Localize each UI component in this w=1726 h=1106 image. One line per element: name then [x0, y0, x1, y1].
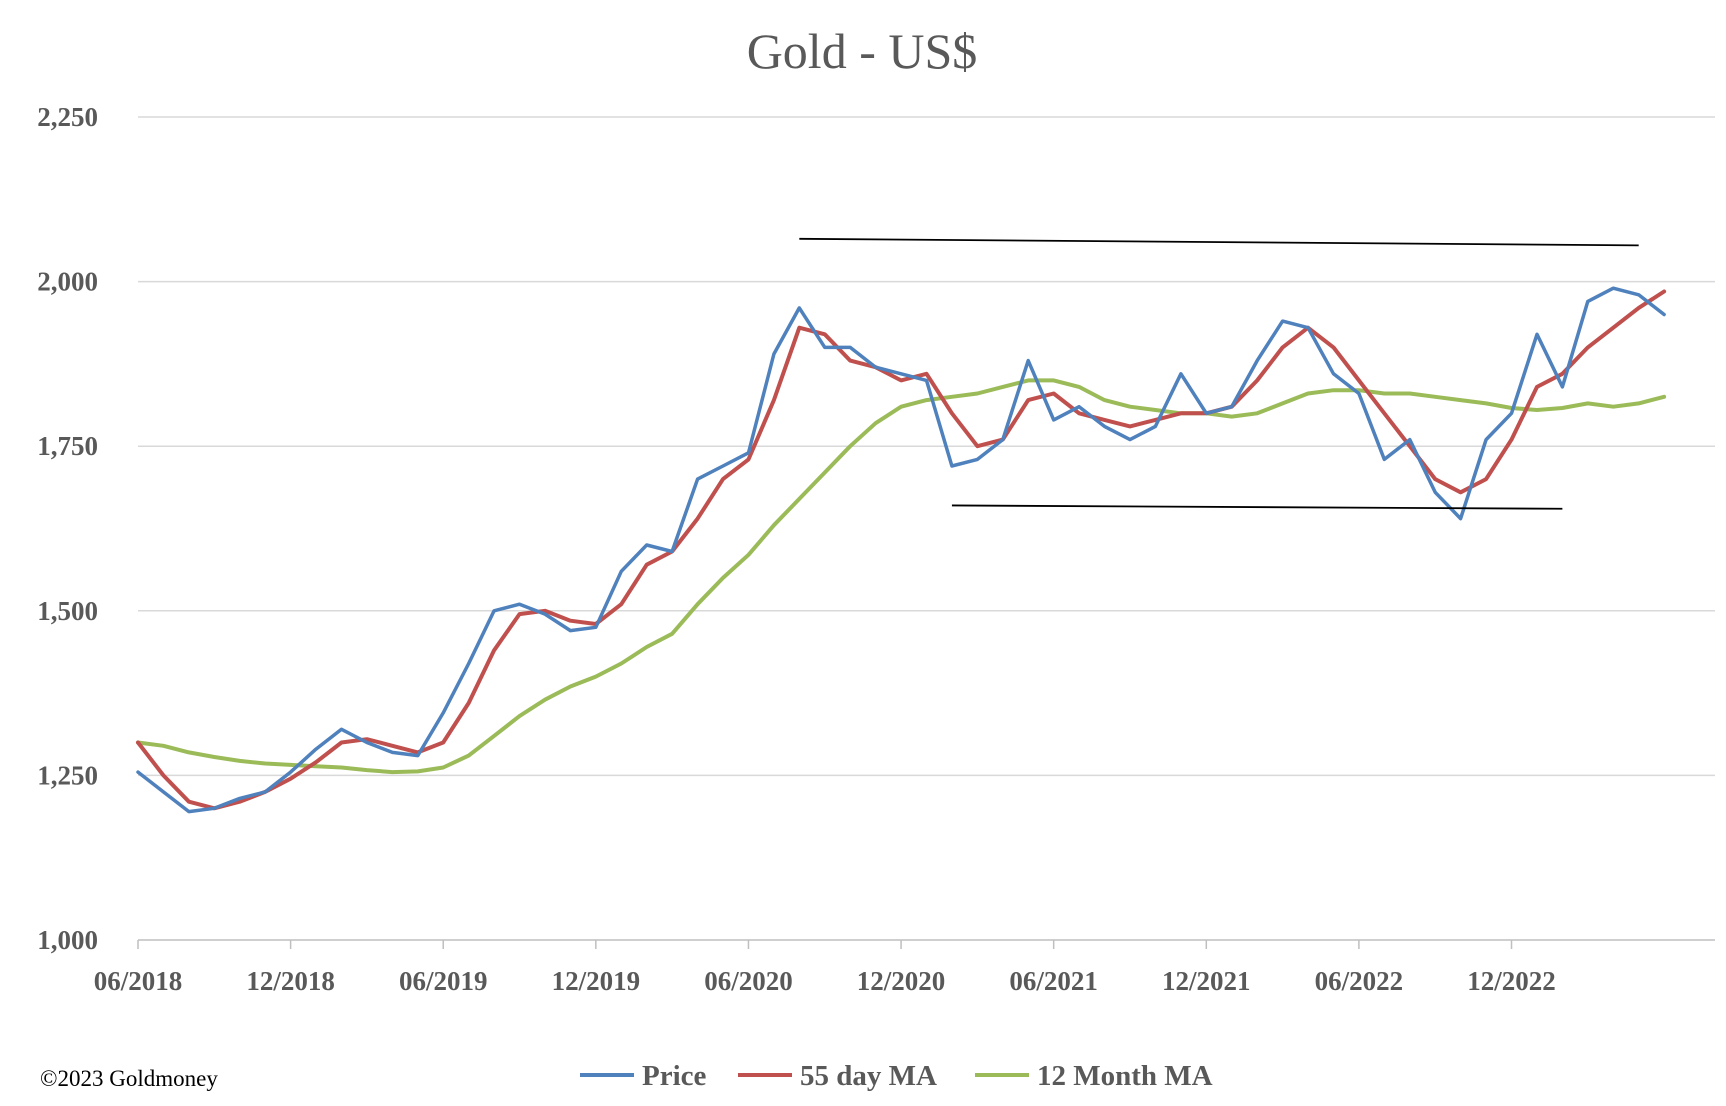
trendlines: [799, 237, 1639, 510]
series-line-12-month-ma: [136, 378, 1667, 775]
x-tick-label: 06/2019: [399, 966, 488, 996]
x-tick-label: 12/2020: [857, 966, 946, 996]
series-lines: [136, 286, 1667, 814]
trendline: [951, 504, 1563, 510]
legend-label: 12 Month MA: [1037, 1060, 1213, 1092]
x-tick-label: 06/2022: [1315, 966, 1404, 996]
copyright-notice: ©2023 Goldmoney: [40, 1066, 218, 1091]
x-tick-label: 06/2020: [704, 966, 793, 996]
legend-label: 55 day MA: [800, 1060, 937, 1092]
y-tick-label: 1,750: [37, 431, 98, 461]
y-tick-label: 1,000: [37, 925, 98, 955]
legend: Price 55 day MA 12 Month MA: [580, 1060, 1213, 1092]
x-tick-label: 12/2022: [1467, 966, 1556, 996]
chart-title: Gold - US$: [747, 23, 978, 79]
x-tick-label: 12/2019: [552, 966, 641, 996]
series-line-55-day-ma: [136, 289, 1667, 811]
x-tick-label: 12/2018: [246, 966, 335, 996]
x-axis: 06/2018 12/2018 06/2019 12/2019 06/2020 12/20…: [94, 939, 1715, 996]
legend-label: Price: [642, 1060, 707, 1092]
y-tick-label: 1,250: [37, 760, 98, 790]
gridlines: [138, 116, 1715, 777]
trendline: [799, 237, 1639, 247]
y-tick-label: 2,000: [37, 267, 98, 297]
series-line-price: [136, 286, 1666, 814]
x-tick-label: 06/2018: [94, 966, 183, 996]
x-tick-label: 12/2021: [1162, 966, 1251, 996]
x-tick-label: 06/2021: [1009, 966, 1098, 996]
y-tick-label: 1,500: [37, 596, 98, 626]
y-axis-ticks: 1,000 1,250 1,500 1,750 2,000 2,250: [37, 102, 98, 955]
y-tick-label: 2,250: [37, 102, 98, 132]
